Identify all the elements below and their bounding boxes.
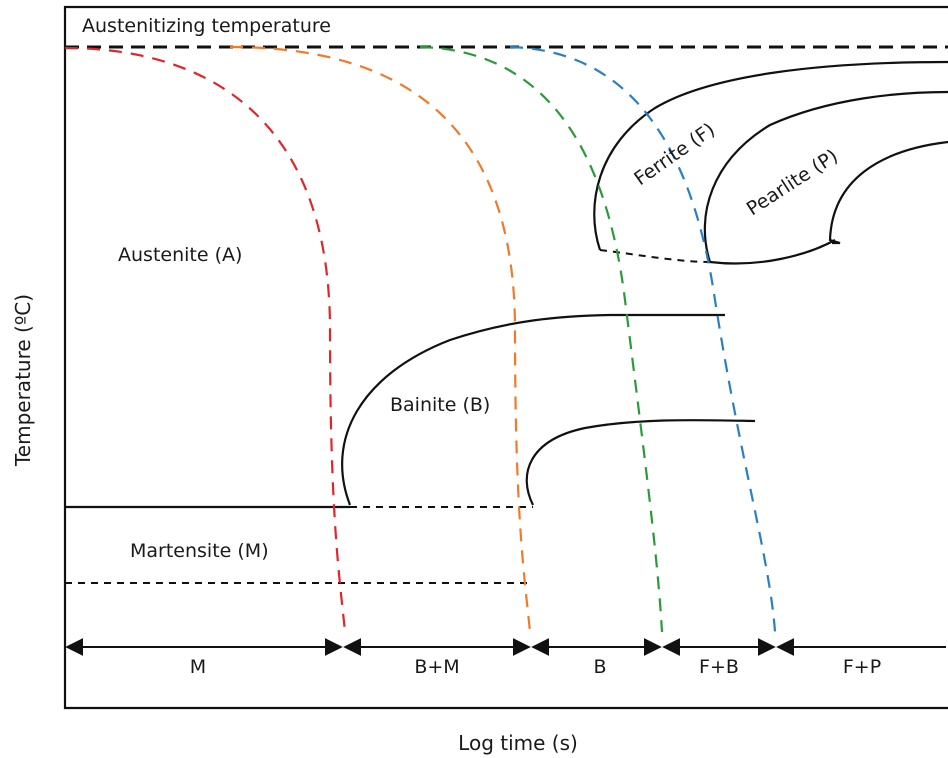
ferrite-label: Ferrite (F)	[630, 119, 719, 190]
austenitizing-temperature-label: Austenitizing temperature	[82, 15, 331, 37]
pearlite-finish-curve	[828, 140, 948, 245]
cooling-curve-2	[229, 45, 532, 633]
range-label-b: B	[593, 656, 606, 678]
bainite-start-curve	[341, 313, 725, 506]
range-label-m: M	[190, 656, 206, 678]
range-label-fb: F+B	[699, 656, 739, 678]
range-label-fp: F+P	[843, 656, 881, 678]
cooling-curve-4	[509, 45, 777, 633]
bainite-label: Bainite (B)	[390, 394, 490, 416]
cooling-curve-3	[419, 45, 664, 633]
x-axis-label: Log time (s)	[458, 731, 578, 755]
cooling-curve-1	[64, 46, 347, 633]
plot-frame	[63, 5, 948, 710]
bainite-finish-curve	[525, 419, 756, 506]
range-label-bm: B+M	[414, 656, 459, 678]
y-axis-label: Temperature (ºC)	[11, 294, 35, 467]
austenite-label: Austenite (A)	[118, 244, 242, 266]
pearlite-bottom-curve	[709, 239, 836, 265]
pearlite-label: Pearlite (P)	[743, 145, 842, 220]
pearlite-start-curve	[703, 90, 948, 263]
martensite-label: Martensite (M)	[130, 540, 269, 562]
ferrite-start-curve	[593, 60, 948, 251]
